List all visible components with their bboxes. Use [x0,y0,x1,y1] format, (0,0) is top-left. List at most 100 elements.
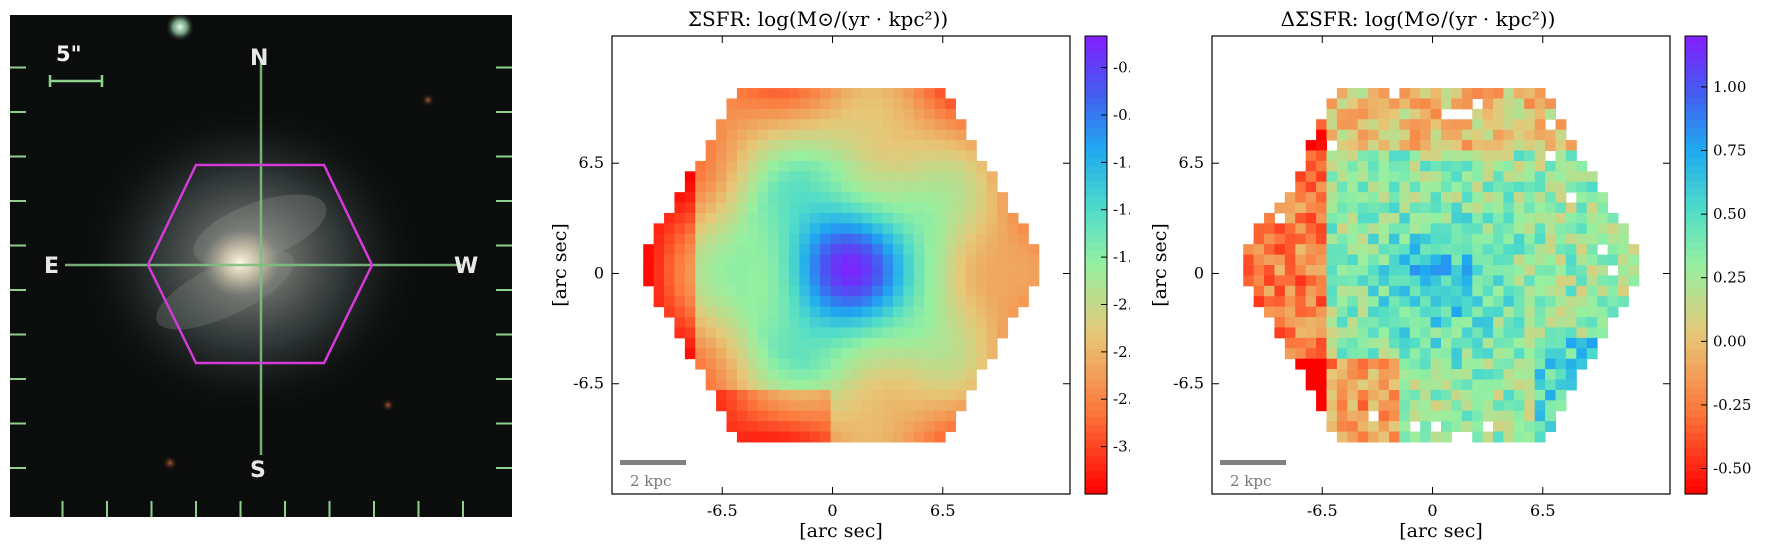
delta-sfr-map-panel: ΔΣSFR: log(M⊙/(yr · kpc²)) -6.5 0 6.5 6.5 0-… [1140,0,1772,550]
heatmap-pixel [913,431,925,443]
heatmap-pixel [965,337,977,349]
heatmap-pixel [1524,410,1536,422]
heatmap-pixel [1534,337,1546,349]
heatmap-pixel [1555,212,1567,224]
heatmap-pixel [945,150,956,162]
heatmap-pixel [955,202,967,214]
heatmap-pixel [851,223,863,235]
heatmap-pixel [716,171,727,183]
heatmap-pixel [747,410,759,422]
heatmap-pixel [945,306,956,318]
heatmap-pixel [1368,108,1380,120]
heatmap-pixel [747,265,759,276]
heatmap-pixel [1336,233,1348,245]
heatmap-pixel [882,358,894,370]
heatmap-pixel [1264,296,1275,308]
heatmap-pixel [1524,369,1536,380]
heatmap-pixel [861,223,873,235]
heatmap-pixel [788,275,800,287]
heatmap-pixel [1461,348,1473,360]
heatmap-pixel [674,317,686,328]
heatmap-pixel [872,202,884,214]
heatmap-pixel [997,223,1009,235]
heatmap-pixel [882,129,894,141]
heatmap-pixel [778,192,790,204]
heatmap-pixel [872,285,884,297]
heatmap-pixel [1368,98,1380,110]
heatmap-pixel [778,129,790,141]
heatmap-pixel [684,244,696,256]
heatmap-pixel [820,285,832,297]
heatmap-pixel [861,88,873,99]
sfr-colorbar: -0.6-0.9-1.2-1.5-1.8-2.1-2.4-2.7-3.0 [1084,35,1130,495]
heatmap-pixel [716,296,727,308]
heatmap-pixel [757,244,769,256]
heatmap-pixel [861,421,873,433]
heatmap-pixel [1336,212,1348,224]
heatmap-pixel [882,212,894,224]
heatmap-pixel [1565,317,1577,328]
heatmap-pixel [945,223,956,235]
heatmap-pixel [1534,160,1546,172]
heatmap-pixel [736,275,748,287]
colorbar-tick-label: -0.50 [1713,460,1751,478]
heatmap-pixel [1378,202,1390,214]
heatmap-pixel [872,410,884,422]
heatmap-pixel [736,254,748,266]
heatmap-pixel [820,296,832,308]
heatmap-pixel [1430,171,1442,183]
heatmap-pixel [820,327,832,339]
heatmap-pixel [820,389,832,401]
heatmap-pixel [1503,119,1515,131]
heatmap-pixel [924,212,936,224]
heatmap-pixel [1305,150,1317,162]
heatmap-pixel [757,400,769,412]
heatmap-pixel [841,108,852,120]
heatmap-pixel [1607,285,1619,297]
heatmap-pixel [1326,285,1338,297]
heatmap-pixel [913,233,925,245]
heatmap-pixel [1617,233,1629,245]
heatmap-pixel [1326,358,1338,370]
heatmap-pixel [1378,223,1390,235]
heatmap-pixel [1555,129,1567,141]
heatmap-pixel [1482,296,1494,308]
heatmap-pixel [1472,337,1484,349]
heatmap-pixel [1513,202,1525,214]
heatmap-pixel [955,348,967,360]
colorbar-segment [1685,112,1707,121]
heatmap-pixel [1420,369,1432,380]
heatmap-pixel [872,421,884,433]
heatmap-pixel [955,400,967,412]
heatmap-pixel [924,400,936,412]
heatmap-pixel [997,327,1009,339]
heatmap-pixel [841,275,852,287]
heatmap-pixel [1545,327,1556,339]
heatmap-pixel [1513,212,1525,224]
heatmap-pixel [1472,306,1484,318]
heatmap-pixel [1326,98,1338,110]
heatmap-pixel [1399,421,1411,433]
heatmap-pixel [1420,306,1432,318]
heatmap-pixel [1472,233,1484,245]
heatmap-pixel [1482,202,1494,214]
heatmap-pixel [1399,410,1411,422]
colorbar-segment [1085,272,1107,281]
heatmap-pixel [1007,275,1019,287]
heatmap-pixel [1284,348,1296,360]
heatmap-pixel [1503,212,1515,224]
heatmap-pixel [1545,285,1556,297]
heatmap-pixel [1503,192,1515,204]
heatmap-pixel [1555,244,1567,256]
heatmap-pixel [1586,212,1598,224]
colorbar-segment [1685,150,1707,159]
heatmap-pixel [934,171,946,183]
heatmap-pixel [820,254,832,266]
heatmap-pixel [1347,171,1359,183]
heatmap-pixel [799,254,811,266]
heatmap-pixel [861,369,873,380]
colorbar-segment [1085,448,1107,457]
heatmap-pixel [913,337,925,349]
colorbar-segment [1085,127,1107,136]
heatmap-pixel [1586,254,1598,266]
